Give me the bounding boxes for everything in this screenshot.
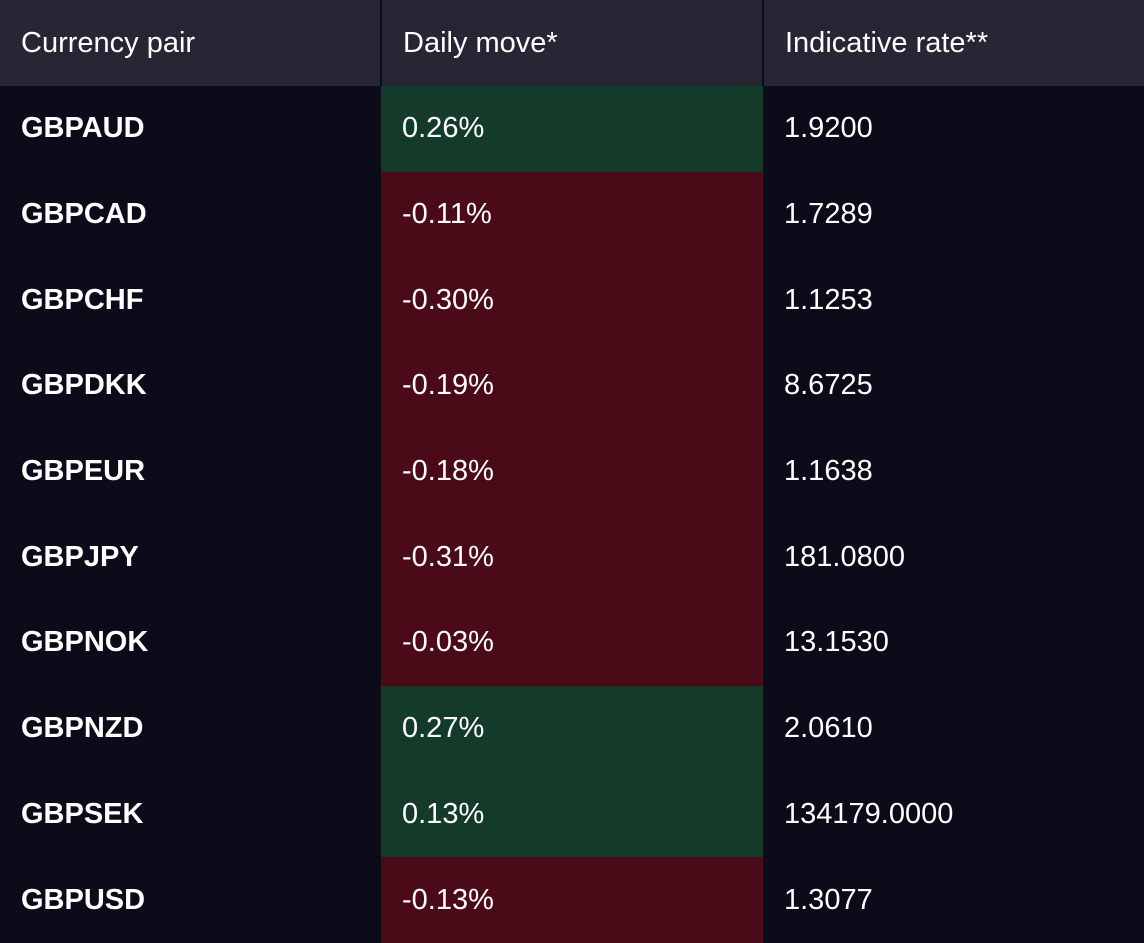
currency-pair-cell: GBPCAD: [0, 171, 381, 258]
indicative-rate-cell: 13.1530: [763, 600, 1144, 686]
table-row: GBPSEK 0.13% 134179.0000: [0, 771, 1144, 858]
daily-move-cell: 0.13%: [381, 771, 763, 858]
currency-pair-cell: GBPUSD: [0, 857, 381, 943]
currency-pair-cell: GBPDKK: [0, 343, 381, 429]
header-daily-move: Daily move*: [381, 0, 764, 86]
indicative-rate-cell: 1.1253: [763, 257, 1144, 344]
table-body: GBPAUD 0.26% 1.9200 GBPCAD -0.11% 1.7289…: [0, 86, 1144, 943]
daily-move-cell: 0.27%: [381, 685, 763, 772]
table-row: GBPCAD -0.11% 1.7289: [0, 171, 1144, 258]
table-row: GBPNOK -0.03% 13.1530: [0, 600, 1144, 686]
daily-move-cell: -0.31%: [381, 514, 763, 601]
indicative-rate-cell: 8.6725: [763, 343, 1144, 429]
daily-move-cell: -0.03%: [381, 600, 763, 686]
daily-move-cell: 0.26%: [381, 86, 763, 172]
table-row: GBPEUR -0.18% 1.1638: [0, 428, 1144, 515]
indicative-rate-cell: 1.1638: [763, 428, 1144, 515]
table-row: GBPNZD 0.27% 2.0610: [0, 685, 1144, 772]
daily-move-cell: -0.11%: [381, 171, 763, 258]
header-row: Currency pair Daily move* Indicative rat…: [0, 0, 1144, 86]
currency-pair-cell: GBPCHF: [0, 257, 381, 344]
currency-pair-cell: GBPJPY: [0, 514, 381, 601]
currency-pair-cell: GBPNZD: [0, 685, 381, 772]
indicative-rate-cell: 1.3077: [763, 857, 1144, 943]
currency-pair-cell: GBPEUR: [0, 428, 381, 515]
indicative-rate-cell: 1.7289: [763, 171, 1144, 258]
table-header: Currency pair Daily move* Indicative rat…: [0, 0, 1144, 86]
indicative-rate-cell: 1.9200: [763, 86, 1144, 172]
currency-pair-cell: GBPAUD: [0, 86, 381, 172]
table-row: GBPDKK -0.19% 8.6725: [0, 343, 1144, 429]
header-indicative-rate: Indicative rate**: [763, 0, 1144, 86]
indicative-rate-cell: 2.0610: [763, 685, 1144, 772]
table-row: GBPJPY -0.31% 181.0800: [0, 514, 1144, 601]
currency-pair-cell: GBPNOK: [0, 600, 381, 686]
currency-pair-cell: GBPSEK: [0, 771, 381, 858]
daily-move-cell: -0.13%: [381, 857, 763, 943]
daily-move-cell: -0.30%: [381, 257, 763, 344]
table-row: GBPCHF -0.30% 1.1253: [0, 257, 1144, 344]
header-currency-pair: Currency pair: [0, 0, 382, 86]
daily-move-cell: -0.18%: [381, 428, 763, 515]
table-row: GBPAUD 0.26% 1.9200: [0, 86, 1144, 172]
indicative-rate-cell: 181.0800: [763, 514, 1144, 601]
daily-move-cell: -0.19%: [381, 343, 763, 429]
table-row: GBPUSD -0.13% 1.3077: [0, 857, 1144, 943]
indicative-rate-cell: 134179.0000: [763, 771, 1144, 858]
